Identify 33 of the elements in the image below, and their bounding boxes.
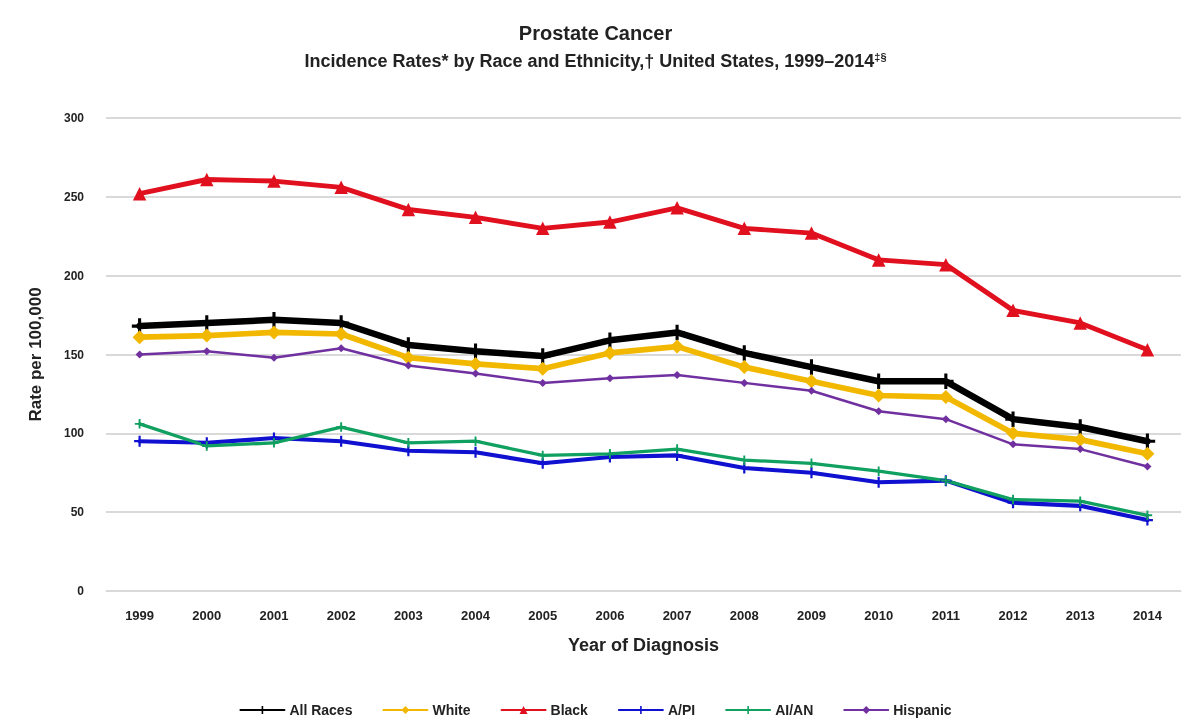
y-axis-title: Rate per 100,000 <box>26 287 45 422</box>
y-tick-label: 250 <box>63 189 85 204</box>
x-tick-label: 2005 <box>528 608 558 623</box>
y-tick-label: 100 <box>63 426 85 441</box>
legend-label: White <box>432 702 471 718</box>
x-tick-label: 2002 <box>326 608 356 623</box>
x-tick-label: 2014 <box>1132 608 1163 623</box>
x-tick-label: 2001 <box>259 608 289 623</box>
x-tick-label: 2000 <box>192 608 222 623</box>
x-axis-title: Year of Diagnosis <box>567 635 720 655</box>
x-tick-label: 2010 <box>864 608 894 623</box>
chart-title: Prostate Cancer <box>518 22 673 44</box>
x-tick-label: 2006 <box>595 608 625 623</box>
x-tick-label: 2008 <box>729 608 759 623</box>
legend-label: A/PI <box>667 702 696 718</box>
x-tick-label: 2007 <box>662 608 692 623</box>
x-tick-label: 2009 <box>797 608 826 623</box>
x-tick-label: 2011 <box>931 608 960 623</box>
y-tick-label: 50 <box>70 505 85 520</box>
x-tick-label: 2013 <box>1065 608 1095 623</box>
legend-label: All Races <box>289 702 353 718</box>
y-tick-label: 300 <box>63 111 85 125</box>
x-tick-label: 2004 <box>461 608 491 623</box>
y-tick-label: 200 <box>63 268 85 283</box>
legend-label: AI/AN <box>775 702 814 718</box>
legend-label: Black <box>550 702 589 718</box>
x-tick-label: 2012 <box>998 608 1028 623</box>
chart-subtitle: Incidence Rates* by Race and Ethnicity,† United States, 1999–2014‡§ <box>304 50 887 71</box>
x-tick-label: 1999 <box>125 608 155 623</box>
legend-label: Hispanic <box>893 702 952 718</box>
y-tick-label: 150 <box>63 347 85 362</box>
y-tick-label: 0 <box>77 584 85 598</box>
x-tick-label: 2003 <box>393 608 423 623</box>
